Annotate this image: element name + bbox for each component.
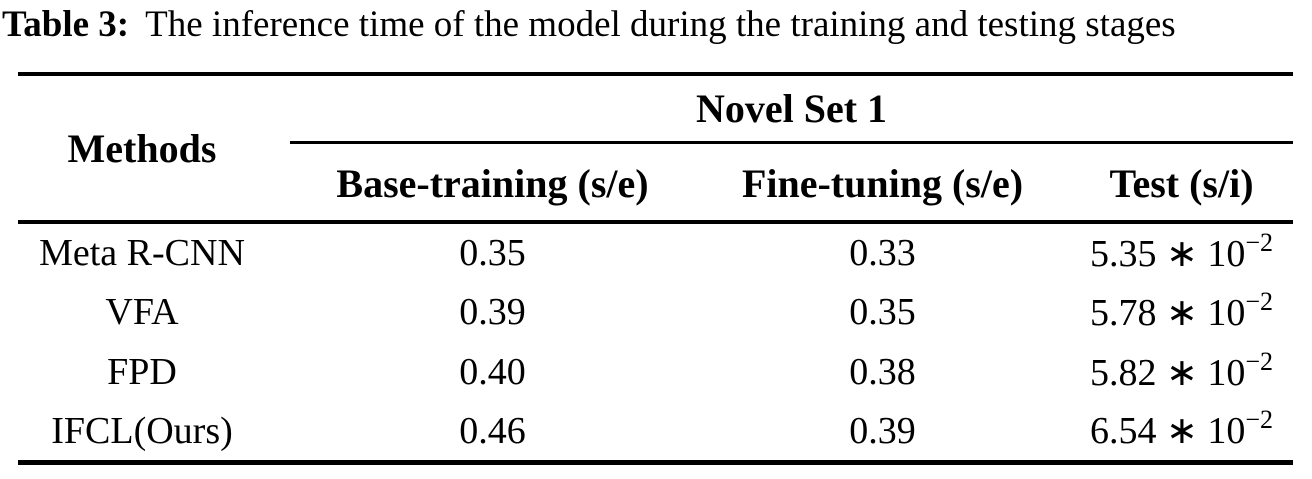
cell-fine-tuning: 0.39: [849, 409, 916, 452]
cell-method: FPD: [107, 351, 177, 393]
cell-method: Meta R-CNN: [39, 232, 245, 274]
test-value: 5.35 ∗ 10: [1090, 232, 1246, 275]
test-value: 5.82 ∗ 10: [1090, 351, 1246, 394]
test-exponent: −2: [1245, 346, 1274, 376]
cell-test: 6.54 ∗ 10−2: [1070, 402, 1293, 462]
test-value: 5.78 ∗ 10: [1090, 291, 1246, 334]
cell-base-training: 0.35: [459, 232, 526, 274]
header-row-columns: Base-training (s/e) Fine-tuning (s/e) Te…: [18, 142, 1294, 224]
col-header-base-training: Base-training (s/e): [290, 142, 695, 224]
col-header-methods: Methods: [18, 74, 290, 224]
table-row-fpd: FPD 0.40 0.38 5.82 ∗ 10−2: [18, 342, 1293, 402]
cell-fine-tuning: 0.38: [849, 351, 916, 393]
table-caption: Table 3: The inference time of the model …: [2, 2, 1312, 48]
table-row-ifcl-ours: IFCL(Ours) 0.46 0.39 6.54 ∗ 10−2: [18, 402, 1293, 462]
group-header-novel-set-1: Novel Set 1: [290, 74, 1294, 144]
cell-base-training: 0.39: [459, 291, 526, 333]
col-header-fine-tuning: Fine-tuning (s/e): [695, 142, 1070, 224]
header-row-group: Methods Novel Set 1: [18, 74, 1294, 224]
cell-test: 5.35 ∗ 10−2: [1070, 222, 1293, 282]
test-exponent: −2: [1245, 405, 1274, 435]
inference-time-table: Methods Novel Set 1 Base-training (s/e) …: [18, 72, 1294, 465]
cell-test: 5.78 ∗ 10−2: [1070, 282, 1293, 342]
test-exponent: −2: [1245, 286, 1274, 316]
table-row-meta-r-cnn: Meta R-CNN 0.35 0.33 5.35 ∗ 10−2: [18, 222, 1293, 282]
test-value: 6.54 ∗ 10: [1090, 410, 1246, 453]
cell-method: VFA: [105, 291, 179, 333]
cell-method: IFCL(Ours): [51, 409, 233, 452]
cell-fine-tuning: 0.33: [849, 232, 916, 274]
test-exponent: −2: [1245, 227, 1274, 257]
cell-base-training: 0.40: [459, 351, 526, 393]
cell-base-training: 0.46: [459, 409, 526, 452]
col-header-test: Test (s/i): [1070, 142, 1294, 224]
cell-test: 5.82 ∗ 10−2: [1070, 342, 1293, 402]
caption-text: The inference time of the model during t…: [145, 4, 1176, 45]
cell-fine-tuning: 0.35: [849, 291, 916, 333]
caption-label: Table 3:: [2, 4, 130, 45]
table-row-vfa: VFA 0.39 0.35 5.78 ∗ 10−2: [18, 282, 1293, 342]
